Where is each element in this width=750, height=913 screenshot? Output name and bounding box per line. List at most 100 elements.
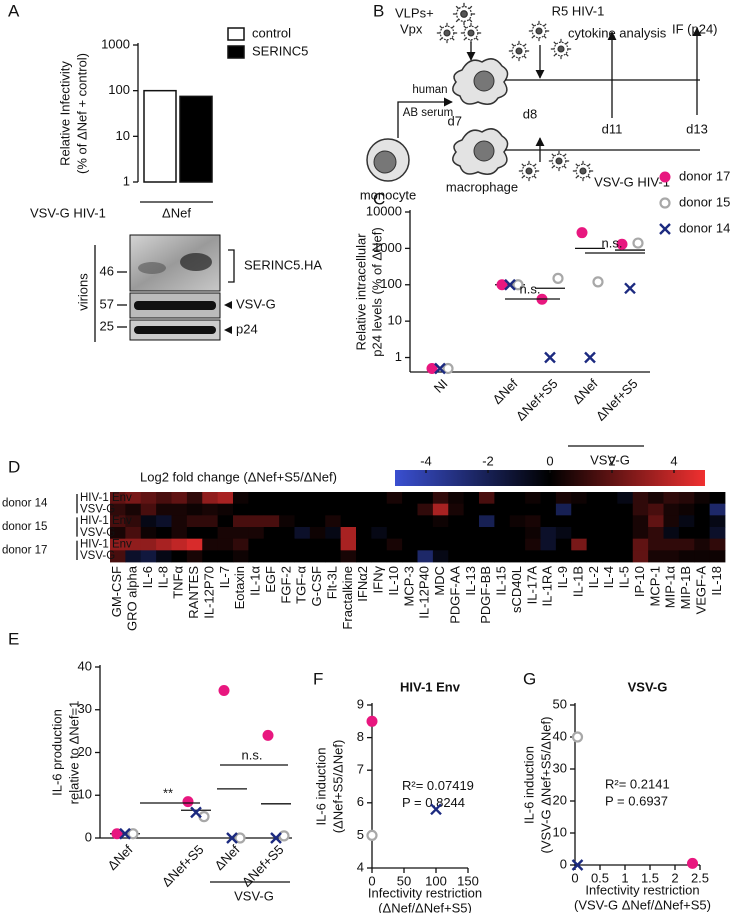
- heatmap-cell: [309, 527, 326, 540]
- significance-label: **: [163, 785, 173, 800]
- heatmap-cell: [356, 527, 372, 540]
- heatmap-cell: [571, 492, 588, 505]
- heatmap-cell: [555, 515, 572, 528]
- column-label: IL-12P70: [201, 566, 216, 619]
- heatmap-cell: [263, 527, 280, 540]
- heatmap-cell: [156, 550, 172, 563]
- colorbar-tick-label: 2: [608, 453, 615, 468]
- column-label: PDGF-BB: [478, 566, 493, 624]
- heatmap-cell: [186, 527, 203, 540]
- heatmap-cell: [325, 503, 342, 516]
- heatmap-cell: [479, 527, 495, 540]
- heatmap-cell: [540, 515, 557, 528]
- heatmap-cell: [325, 515, 342, 528]
- heatmap-cell: [648, 515, 664, 528]
- y-axis-label: IL-6 induction: [521, 746, 536, 824]
- heatmap-cell: [386, 515, 403, 528]
- heatmap-cell: [110, 527, 126, 540]
- heatmap-cell: [694, 538, 711, 551]
- virus-icon: [452, 2, 476, 26]
- heatmap-cell: [663, 515, 680, 528]
- heatmap-cell: [602, 538, 618, 551]
- y-axis-label: Relative Infectivity: [57, 61, 72, 166]
- row-label: VSV-G: [80, 504, 115, 516]
- point: [234, 832, 246, 844]
- heatmap-cell: [294, 527, 311, 540]
- heatmap-cell: [678, 515, 695, 528]
- legend-label: SERINC5: [252, 43, 308, 58]
- row-group-label: donor 17: [2, 544, 47, 556]
- arrow: [397, 97, 453, 138]
- legend-swatch: [227, 45, 245, 59]
- y-tick-label: 6: [357, 794, 364, 809]
- point: [584, 351, 596, 364]
- x-tick-label: ΔNef: [211, 842, 242, 873]
- heatmap-cell: [586, 527, 603, 540]
- y-tick-label: 1000: [101, 36, 130, 51]
- panel-label: F: [313, 669, 323, 688]
- sample-label: virions: [75, 273, 90, 311]
- heatmap-cell: [494, 538, 511, 551]
- heatmap-cell: [432, 492, 449, 505]
- heatmap-cell: [586, 515, 603, 528]
- heatmap-cell: [663, 492, 680, 505]
- heatmap-cell: [663, 527, 680, 540]
- heatmap-cell: [602, 527, 618, 540]
- heatmap-cell: [356, 492, 372, 505]
- column-label: Fractalkine: [340, 566, 355, 630]
- y-tick-label: 1: [395, 349, 402, 364]
- point: [119, 827, 131, 840]
- column-label: VEGF-A: [693, 566, 708, 615]
- panel-label: B: [373, 1, 384, 20]
- y-axis-label: (VSV-G ΔNef+S5/ΔNef): [538, 717, 553, 854]
- column-label: MDC: [432, 566, 447, 596]
- heatmap-cell: [525, 503, 541, 516]
- column-label: IL-15: [494, 566, 509, 596]
- heatmap-cell: [340, 550, 357, 563]
- heatmap-cell: [402, 527, 418, 540]
- heatmap-cell: [432, 550, 449, 563]
- heatmap-cell: [694, 550, 711, 563]
- heatmap-cell: [617, 527, 634, 540]
- x-axis-label: Infectivity restriction: [585, 882, 699, 897]
- heatmap-cell: [233, 550, 249, 563]
- heatmap-cell: [417, 503, 434, 516]
- heatmap-cell: [156, 503, 172, 516]
- point: [512, 279, 524, 291]
- column-label: G-CSF: [309, 566, 324, 607]
- colorbar-tick-label: -4: [420, 453, 432, 468]
- heatmap-cell: [156, 538, 172, 551]
- heatmap-cell: [202, 538, 219, 551]
- heatmap-cell: [586, 503, 603, 516]
- heatmap-cell: [432, 538, 449, 551]
- heatmap-cell: [448, 538, 465, 551]
- point: [576, 227, 588, 239]
- chart-title: Log2 fold change (ΔNef+S5/ΔNef): [140, 469, 337, 484]
- heatmap-cell: [171, 527, 188, 540]
- column-label: FGF-2: [278, 566, 293, 604]
- heatmap-cell: [432, 515, 449, 528]
- heatmap-cell: [202, 527, 219, 540]
- label: R5 HIV-1: [552, 3, 605, 18]
- x-tick-label: 1: [621, 870, 628, 885]
- heatmap-cell: [402, 538, 418, 551]
- heatmap-cell: [125, 515, 142, 528]
- column-label: IL-10: [386, 566, 401, 596]
- heatmap-cell: [186, 515, 203, 528]
- band: [180, 253, 212, 271]
- heatmap-cell: [602, 492, 618, 505]
- point: [571, 731, 584, 743]
- heatmap-cell: [417, 550, 434, 563]
- y-tick-label: 4: [357, 859, 364, 874]
- heatmap-cell: [279, 538, 295, 551]
- point: [592, 276, 604, 288]
- x-tick-label: 1.5: [641, 870, 659, 885]
- heatmap-cell: [448, 550, 465, 563]
- x-tick-label: ΔNef+S5: [593, 376, 641, 424]
- point: [270, 832, 282, 844]
- heatmap-cell: [678, 503, 695, 516]
- label: d13: [686, 121, 708, 136]
- heatmap-cell: [325, 492, 342, 505]
- heatmap-cell: [110, 492, 126, 505]
